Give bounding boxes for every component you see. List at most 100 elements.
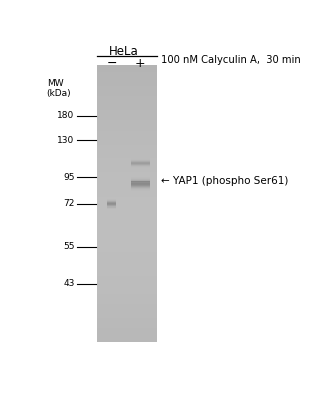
Bar bbox=[97, 318, 157, 321]
Bar bbox=[97, 325, 157, 328]
Text: 180: 180 bbox=[57, 111, 74, 120]
Bar bbox=[97, 131, 157, 134]
Bar bbox=[97, 228, 157, 231]
Bar bbox=[97, 224, 157, 228]
Bar bbox=[97, 245, 157, 248]
Bar bbox=[97, 152, 157, 155]
Bar bbox=[131, 177, 150, 178]
Bar bbox=[97, 93, 157, 96]
Bar bbox=[97, 117, 157, 120]
Bar bbox=[107, 200, 116, 201]
Bar bbox=[131, 188, 150, 189]
Bar bbox=[107, 205, 116, 206]
Bar bbox=[97, 290, 157, 294]
Text: 95: 95 bbox=[63, 173, 74, 182]
Bar bbox=[131, 160, 150, 161]
Bar bbox=[97, 172, 157, 176]
Bar bbox=[131, 183, 150, 184]
Text: 55: 55 bbox=[63, 242, 74, 251]
Bar bbox=[107, 204, 116, 205]
Bar bbox=[131, 178, 150, 179]
Bar bbox=[97, 297, 157, 300]
Bar bbox=[97, 103, 157, 106]
Bar bbox=[97, 193, 157, 197]
Text: MW
(kDa): MW (kDa) bbox=[47, 79, 71, 98]
Bar bbox=[97, 186, 157, 190]
Bar bbox=[131, 183, 150, 184]
Bar bbox=[97, 294, 157, 297]
Bar bbox=[97, 68, 157, 72]
Bar bbox=[131, 189, 150, 190]
Bar bbox=[97, 231, 157, 235]
Text: +: + bbox=[135, 57, 146, 70]
Bar bbox=[107, 203, 116, 204]
Bar bbox=[97, 252, 157, 256]
Text: 100 nM Calyculin A,  30 min: 100 nM Calyculin A, 30 min bbox=[161, 55, 301, 65]
Bar bbox=[131, 161, 150, 162]
Bar bbox=[97, 145, 157, 148]
Bar bbox=[131, 159, 150, 160]
Bar bbox=[97, 166, 157, 169]
Bar bbox=[97, 75, 157, 79]
Bar bbox=[97, 176, 157, 179]
Bar bbox=[131, 186, 150, 187]
Bar bbox=[131, 163, 150, 164]
Bar bbox=[131, 164, 150, 165]
Bar bbox=[131, 185, 150, 186]
Bar bbox=[97, 106, 157, 110]
Bar bbox=[97, 200, 157, 204]
Bar bbox=[97, 72, 157, 75]
Bar bbox=[97, 214, 157, 218]
Bar bbox=[97, 124, 157, 127]
Bar bbox=[97, 276, 157, 280]
Bar bbox=[97, 332, 157, 335]
Bar bbox=[97, 238, 157, 242]
Bar bbox=[97, 82, 157, 86]
Text: 72: 72 bbox=[63, 199, 74, 208]
Bar bbox=[131, 165, 150, 166]
Bar bbox=[97, 114, 157, 117]
Bar bbox=[97, 197, 157, 200]
Bar bbox=[97, 287, 157, 290]
Bar bbox=[97, 158, 157, 162]
Bar bbox=[131, 181, 150, 182]
Bar bbox=[97, 210, 157, 214]
Bar bbox=[97, 100, 157, 103]
Bar bbox=[131, 184, 150, 185]
Bar bbox=[97, 262, 157, 266]
Bar bbox=[97, 280, 157, 283]
Bar bbox=[97, 162, 157, 166]
Bar bbox=[97, 314, 157, 318]
Bar bbox=[107, 208, 116, 209]
Bar bbox=[131, 187, 150, 188]
Bar bbox=[97, 134, 157, 138]
Bar bbox=[97, 207, 157, 210]
Bar bbox=[97, 155, 157, 158]
Bar bbox=[97, 339, 157, 342]
Bar bbox=[131, 182, 150, 183]
Bar bbox=[97, 300, 157, 304]
Bar bbox=[131, 158, 150, 159]
Bar bbox=[97, 266, 157, 269]
Text: −: − bbox=[106, 57, 117, 70]
Bar bbox=[131, 190, 150, 191]
Text: 130: 130 bbox=[57, 136, 74, 145]
Bar bbox=[97, 138, 157, 141]
Bar bbox=[107, 205, 116, 206]
Bar bbox=[97, 110, 157, 114]
Bar bbox=[107, 202, 116, 203]
Bar bbox=[97, 190, 157, 193]
Bar bbox=[97, 218, 157, 221]
Bar bbox=[97, 256, 157, 259]
Bar bbox=[131, 162, 150, 163]
Bar bbox=[97, 183, 157, 186]
Text: ← YAP1 (phospho Ser61): ← YAP1 (phospho Ser61) bbox=[161, 176, 288, 186]
Bar bbox=[97, 65, 157, 68]
Bar bbox=[97, 89, 157, 93]
Bar bbox=[97, 283, 157, 287]
Bar bbox=[97, 148, 157, 152]
Bar bbox=[131, 180, 150, 181]
Text: HeLa: HeLa bbox=[109, 45, 138, 58]
Bar bbox=[97, 273, 157, 276]
Bar bbox=[107, 199, 116, 200]
